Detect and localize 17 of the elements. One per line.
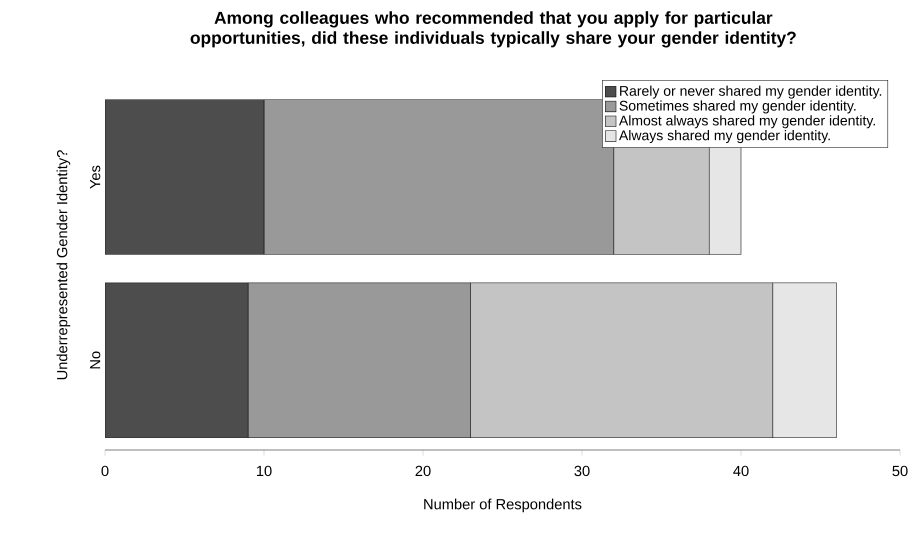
y-axis-title: Underrepresented Gender Identity? [56, 150, 70, 380]
x-tick-label: 50 [892, 466, 908, 476]
chart-title: Among colleagues who recommended that you apply for particular opportunities, did these individuals typically share your gender identity? [190, 11, 796, 48]
y-tick-label: Yes [90, 166, 100, 189]
legend-label: Sometimes shared my gender identity. [620, 100, 856, 114]
x-tick-label: 10 [256, 466, 272, 476]
legend-label: Almost always shared my gender identity. [618, 115, 875, 128]
x-tick-label: 40 [733, 466, 749, 476]
x-tick-label: 0 [101, 466, 108, 476]
bar [105, 99, 264, 255]
x-tick-label: 30 [574, 466, 590, 476]
x-tick-label: 20 [416, 466, 431, 476]
x-axis-title: Number of Respondents [424, 498, 582, 512]
y-tick-label: No [90, 352, 100, 368]
legend-label: Rarely or never shared my gender identity. [620, 86, 882, 99]
legend-label: Always shared my gender identity. [618, 130, 830, 144]
bar [105, 282, 248, 438]
